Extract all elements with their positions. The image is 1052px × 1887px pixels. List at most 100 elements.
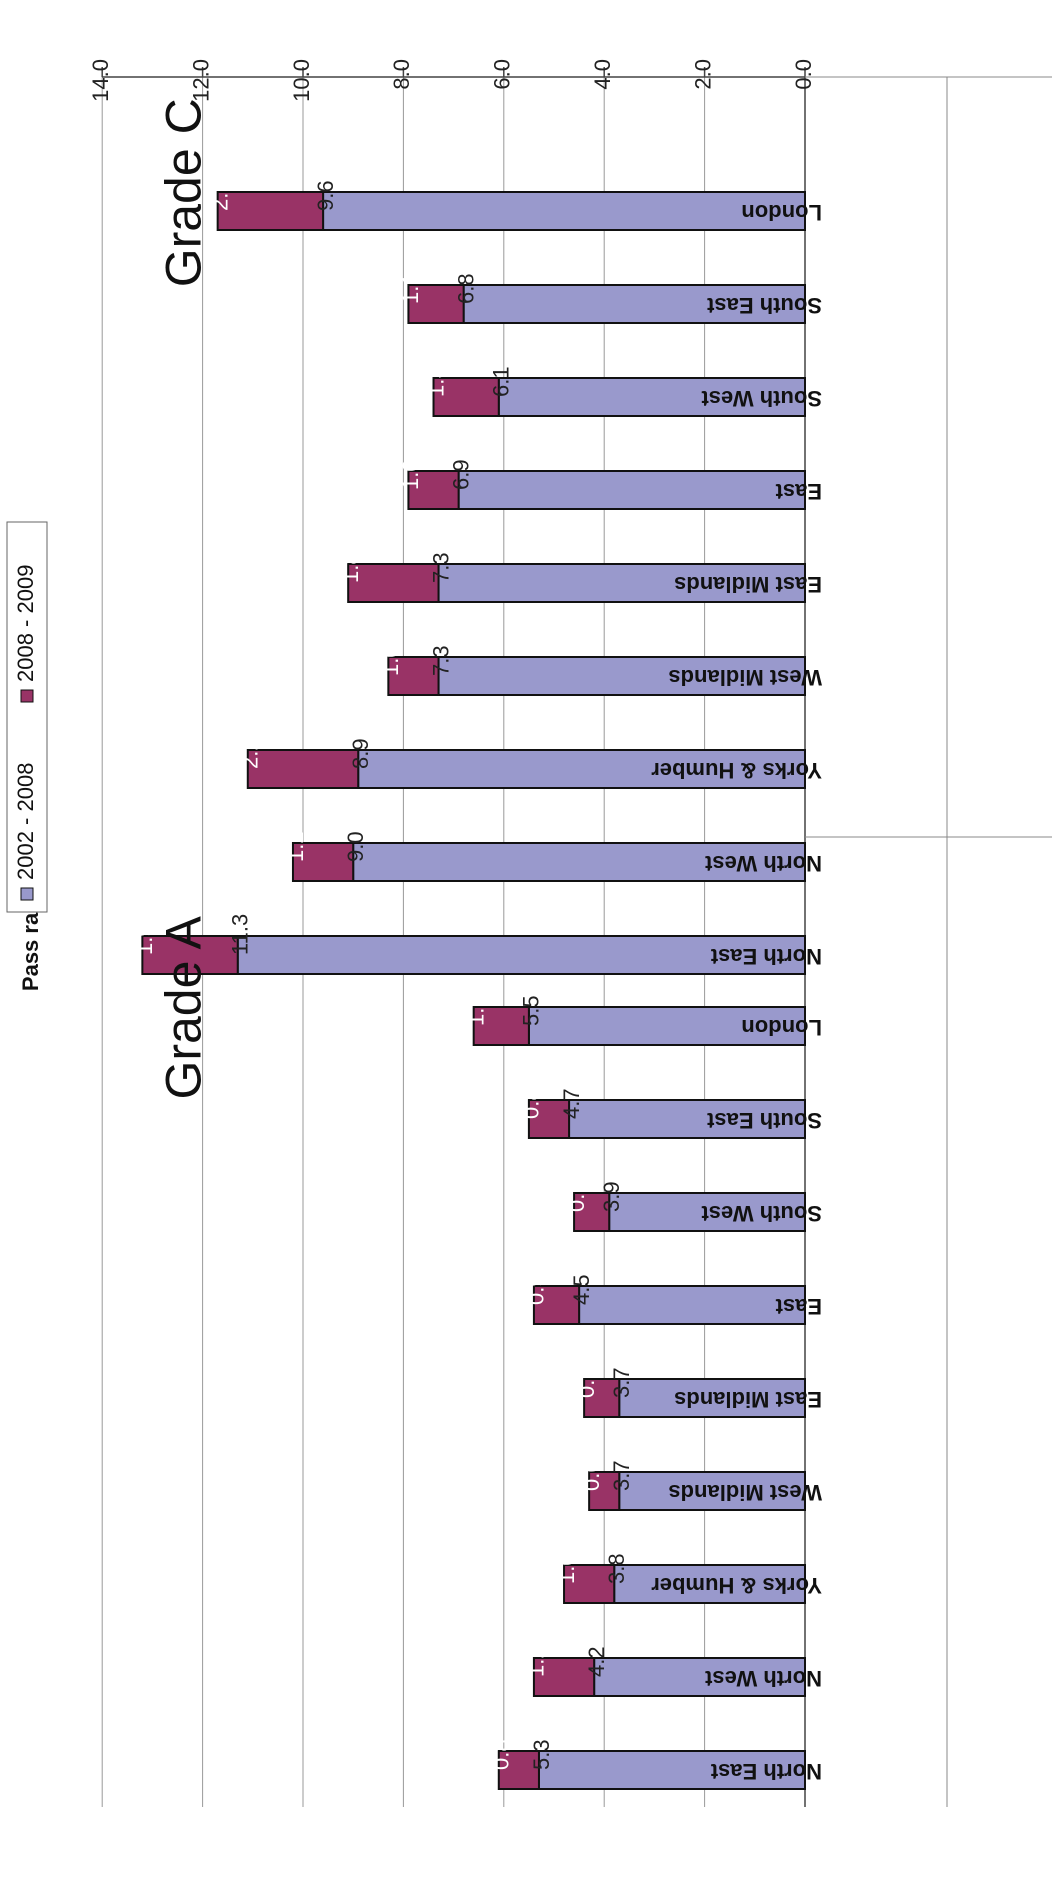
data-label: 3.9 bbox=[599, 1181, 624, 1212]
data-label: 1.3 bbox=[423, 366, 448, 397]
tick-label: 14.0 bbox=[88, 59, 113, 102]
bar-base bbox=[593, 1657, 806, 1697]
tick-label: 12.0 bbox=[188, 59, 213, 102]
data-label: 1.0 bbox=[398, 459, 423, 490]
category-label: East bbox=[775, 479, 822, 504]
bar-base bbox=[578, 1285, 806, 1325]
tick-label: 2.0 bbox=[690, 59, 715, 90]
bar-base bbox=[613, 1564, 806, 1604]
bar-increase bbox=[407, 470, 460, 510]
data-label: 6.9 bbox=[448, 459, 473, 490]
category-label: North East bbox=[710, 1759, 822, 1784]
data-label: 8.9 bbox=[348, 738, 373, 769]
legend-swatch bbox=[20, 689, 34, 703]
category-label: South West bbox=[701, 386, 822, 411]
data-label: 2.1 bbox=[207, 180, 232, 211]
data-label: 1.1 bbox=[398, 273, 423, 304]
bar-increase bbox=[583, 1378, 621, 1418]
bar-increase bbox=[141, 935, 239, 975]
tick-label: 10.0 bbox=[289, 59, 314, 102]
bar-increase bbox=[387, 656, 440, 696]
data-label: 5.5 bbox=[519, 995, 544, 1026]
bar-increase bbox=[216, 191, 325, 231]
category-label: London bbox=[741, 200, 822, 225]
bar-increase bbox=[532, 1657, 596, 1697]
data-label: 0.6 bbox=[579, 1460, 604, 1491]
legend-entry: 2008 - 2009 bbox=[13, 565, 38, 682]
category-label: North East bbox=[710, 944, 822, 969]
data-label: 7.3 bbox=[428, 645, 453, 676]
bar-increase bbox=[347, 563, 440, 603]
bar-increase bbox=[527, 1099, 571, 1139]
tick-label: 8.0 bbox=[389, 59, 414, 90]
category-label: Yorks & Humber bbox=[651, 758, 822, 783]
tick-label: 6.0 bbox=[490, 59, 515, 90]
data-label: 3.7 bbox=[609, 1367, 634, 1398]
category-label: Yorks & Humber bbox=[651, 1573, 822, 1598]
data-label: 2.2 bbox=[238, 738, 263, 769]
category-label: West Midlands bbox=[668, 1480, 822, 1505]
bar-base bbox=[236, 935, 806, 975]
data-label: 0.7 bbox=[574, 1367, 599, 1398]
category-label: South West bbox=[701, 1201, 822, 1226]
data-label: 1.9 bbox=[132, 924, 157, 955]
bar-base bbox=[497, 377, 806, 417]
bar-base bbox=[618, 1378, 806, 1418]
data-label: 4.5 bbox=[569, 1274, 594, 1305]
data-label: 7.3 bbox=[428, 552, 453, 583]
category-label: East bbox=[775, 1294, 822, 1319]
category-label: London bbox=[741, 1015, 822, 1040]
bar-increase bbox=[291, 842, 355, 882]
group-label: Grade C bbox=[156, 98, 212, 287]
bar-base bbox=[322, 191, 806, 231]
bar-base bbox=[462, 284, 806, 324]
bar-increase bbox=[497, 1750, 540, 1790]
data-label: 0.8 bbox=[519, 1088, 544, 1119]
data-label: 4.2 bbox=[584, 1646, 609, 1677]
bars bbox=[141, 191, 806, 1790]
bar-base bbox=[568, 1099, 806, 1139]
bar-increase bbox=[588, 1471, 621, 1511]
bar-base bbox=[457, 470, 806, 510]
labels: 5.3 0.8 North East 4.2 1.2 North West 3.8 1.0 Yo… bbox=[132, 98, 822, 1784]
data-label: 6.8 bbox=[453, 273, 478, 304]
category-label: North West bbox=[704, 851, 822, 876]
legend: 2002 - 2008 2008 - 2009 bbox=[6, 521, 48, 913]
bar-base bbox=[357, 749, 806, 789]
category-label: North West bbox=[704, 1666, 822, 1691]
category-label: South East bbox=[706, 1108, 822, 1133]
data-label: 0.8 bbox=[489, 1739, 514, 1770]
data-label: 9.0 bbox=[343, 831, 368, 862]
bar-base bbox=[618, 1471, 806, 1511]
bar-base bbox=[437, 656, 806, 696]
data-label: 0.9 bbox=[524, 1274, 549, 1305]
tick-label: 0.0 bbox=[791, 59, 816, 90]
bar-base bbox=[352, 842, 806, 882]
legend-entry: 2002 - 2008 bbox=[13, 763, 38, 880]
bar-increase bbox=[532, 1285, 581, 1325]
data-label: 1.0 bbox=[378, 645, 403, 676]
data-label: 1.8 bbox=[338, 552, 363, 583]
bar-increase bbox=[573, 1192, 611, 1232]
data-label: 3.7 bbox=[609, 1460, 634, 1491]
data-label: 3.8 bbox=[604, 1553, 629, 1584]
category-label: East Midlands bbox=[674, 572, 822, 597]
data-label: 1.0 bbox=[554, 1553, 579, 1584]
data-label: 6.1 bbox=[489, 366, 514, 397]
data-label: 1.2 bbox=[283, 831, 308, 862]
bar-increase bbox=[246, 749, 360, 789]
bar-base bbox=[527, 1006, 806, 1046]
legend-box bbox=[6, 521, 48, 913]
data-label: 1.1 bbox=[463, 995, 488, 1026]
category-label: South East bbox=[706, 293, 822, 318]
data-label: 11.3 bbox=[228, 914, 253, 955]
bar-increase bbox=[472, 1006, 530, 1046]
group-label: Grade A bbox=[156, 915, 212, 1099]
category-label: West Midlands bbox=[668, 665, 822, 690]
data-label: 0.7 bbox=[564, 1181, 589, 1212]
bar-increase bbox=[432, 377, 500, 417]
data-label: 1.2 bbox=[524, 1646, 549, 1677]
legend-swatch bbox=[20, 887, 34, 901]
